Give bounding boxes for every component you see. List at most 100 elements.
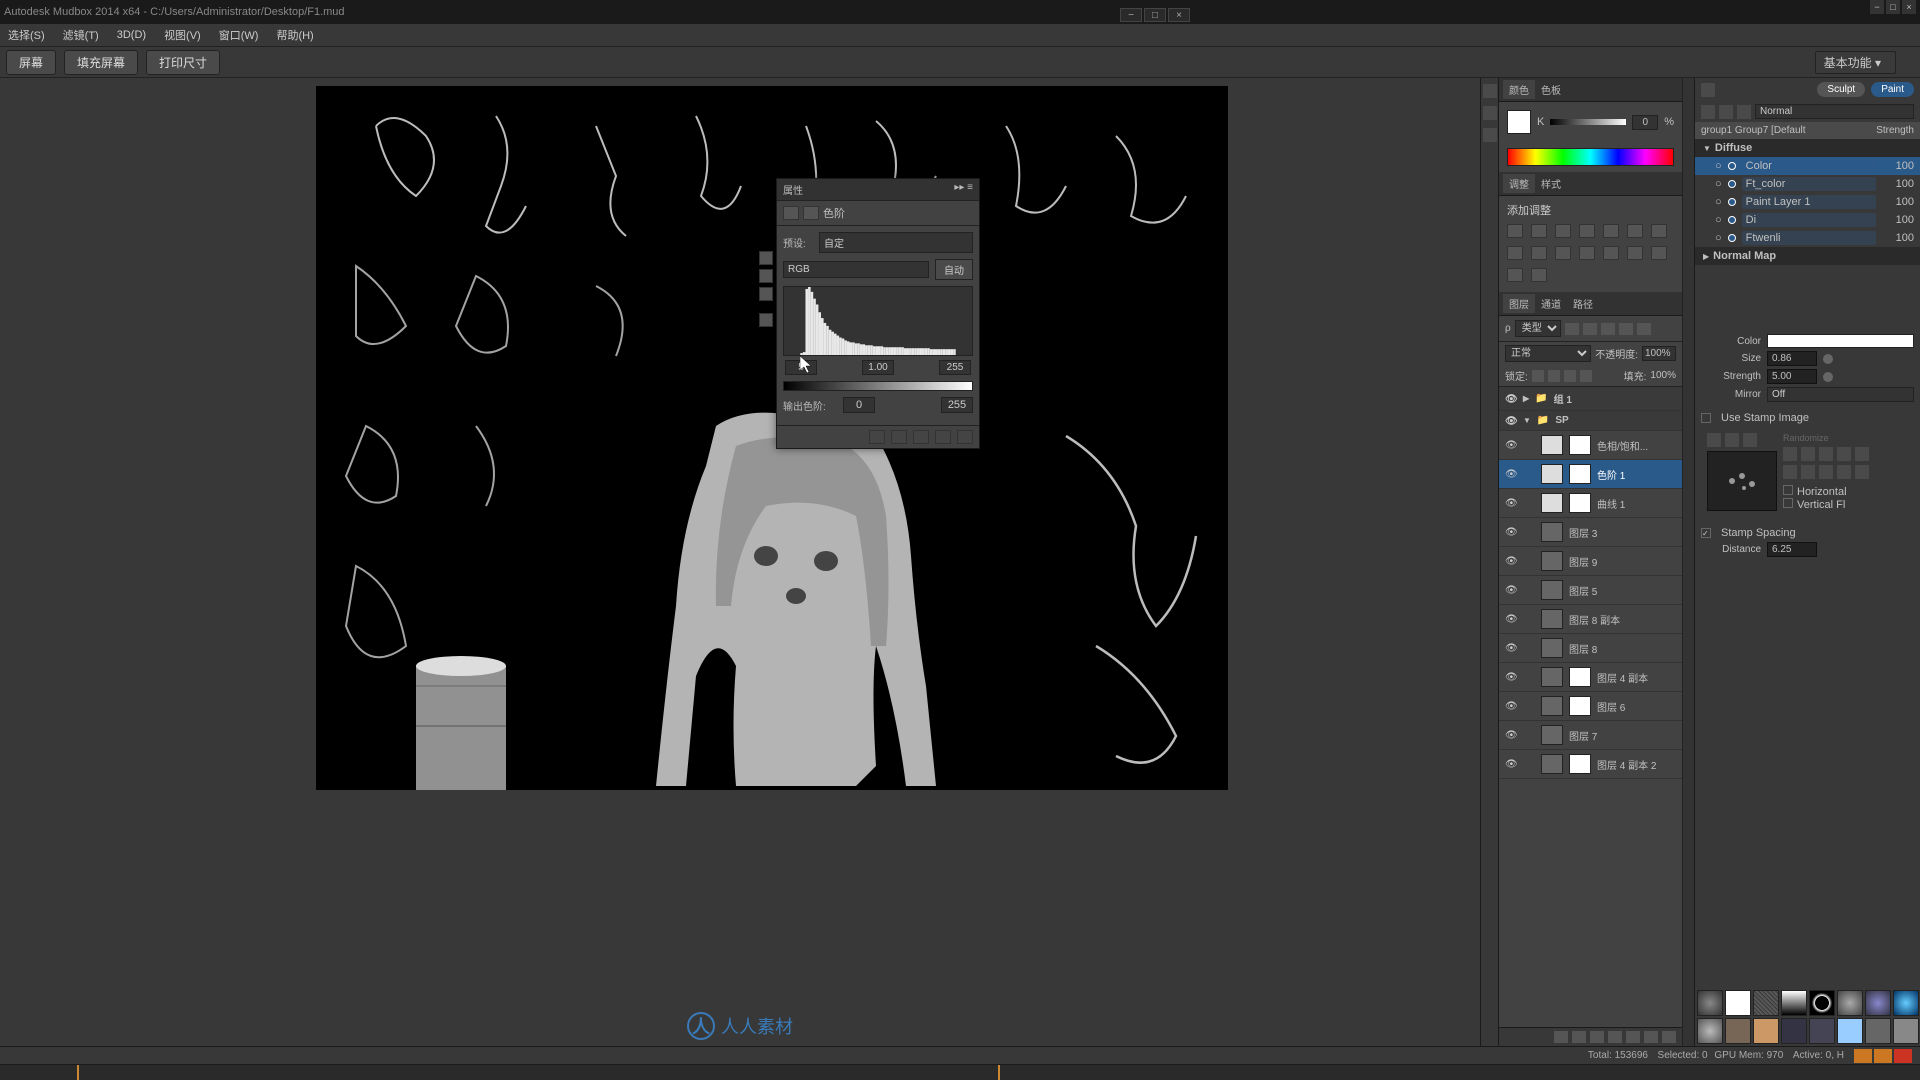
visibility-icon[interactable]: 👁 [1505, 394, 1517, 404]
new-paint-icon[interactable] [1701, 105, 1715, 119]
resize-3-icon[interactable] [1894, 1049, 1912, 1063]
visibility-icon[interactable]: 👁 [1505, 498, 1517, 508]
icon-2[interactable]: □ [1886, 0, 1900, 14]
brush-16[interactable] [1893, 1018, 1919, 1044]
layer-mask[interactable] [1569, 667, 1591, 687]
brush-7[interactable] [1865, 990, 1891, 1016]
invert-icon[interactable] [1603, 246, 1619, 260]
canvas[interactable] [316, 86, 1228, 790]
histogram[interactable] [783, 286, 973, 356]
layer-mask[interactable] [1569, 493, 1591, 513]
paint-group[interactable]: ▶Normal Map [1695, 247, 1920, 265]
brush-6[interactable] [1837, 990, 1863, 1016]
filter-adj-icon[interactable] [1583, 323, 1597, 335]
brush-1[interactable] [1697, 990, 1723, 1016]
distance-value[interactable]: 6.25 [1767, 542, 1817, 557]
curves-icon[interactable] [1555, 224, 1571, 238]
menu-help[interactable]: 帮助(H) [276, 27, 313, 43]
link-icon[interactable] [1554, 1031, 1568, 1043]
delete-layer-icon[interactable] [1662, 1031, 1676, 1043]
input-high[interactable]: 255 [939, 360, 971, 375]
mode-dropdown[interactable]: 基本功能 ▾ [1815, 51, 1896, 74]
color-tab[interactable]: 颜色 [1503, 80, 1535, 99]
k-slider[interactable] [1550, 119, 1626, 125]
lock-all-icon[interactable] [1580, 370, 1592, 382]
fillscreen-button[interactable]: 填充屏幕 [64, 50, 138, 75]
paint-layer[interactable]: ○Paint Layer 1100 [1695, 193, 1920, 211]
rand-icon-10[interactable] [1855, 465, 1869, 479]
close-button[interactable]: × [1168, 8, 1190, 22]
visibility-icon[interactable]: 👁 [1505, 440, 1517, 450]
output-gradient[interactable] [783, 381, 973, 391]
colorlookup-icon[interactable] [1579, 246, 1595, 260]
mask-icon[interactable] [803, 206, 819, 220]
poster-icon[interactable] [1627, 246, 1643, 260]
rand-icon-7[interactable] [1801, 465, 1815, 479]
minimize-button[interactable]: − [1120, 8, 1142, 22]
visibility-icon[interactable]: 👁 [1505, 527, 1517, 537]
brush-2[interactable] [1725, 990, 1751, 1016]
strength-value[interactable]: 5.00 [1767, 369, 1817, 384]
stamp-spacing-checkbox[interactable] [1701, 528, 1711, 538]
blend-mode-dropdown[interactable]: 正常 [1505, 345, 1591, 362]
chanmix-icon[interactable] [1555, 246, 1571, 260]
icon-3[interactable]: × [1902, 0, 1916, 14]
visibility-icon[interactable]: 👁 [1505, 469, 1517, 479]
icon-1[interactable]: − [1870, 0, 1884, 14]
layer-type-dropdown[interactable]: 类型 [1515, 320, 1561, 337]
layer-mask[interactable] [1569, 464, 1591, 484]
visibility-icon[interactable] [935, 430, 951, 444]
brush-14[interactable] [1837, 1018, 1863, 1044]
mirror-dropdown[interactable]: Off [1767, 387, 1914, 402]
vert-checkbox[interactable] [1783, 498, 1793, 508]
rand-icon-2[interactable] [1801, 447, 1815, 461]
prev-icon[interactable] [891, 430, 907, 444]
fx-icon[interactable] [1572, 1031, 1586, 1043]
layer-item[interactable]: 👁色相/饱和... [1499, 431, 1682, 460]
layer-mask[interactable] [1569, 696, 1591, 716]
rand-icon-5[interactable] [1855, 447, 1869, 461]
sculpt-tab[interactable]: Sculpt [1817, 82, 1865, 97]
paint-layer[interactable]: ○Ft_color100 [1695, 175, 1920, 193]
paint-blend-dropdown[interactable]: Normal [1755, 104, 1914, 119]
filter-txt-icon[interactable] [1601, 323, 1615, 335]
menu-3d[interactable]: 3D(D) [117, 29, 146, 41]
brush-8[interactable] [1893, 990, 1919, 1016]
rand-icon-4[interactable] [1837, 447, 1851, 461]
spectrum-bar[interactable] [1507, 148, 1674, 166]
layer-mask[interactable] [1569, 754, 1591, 774]
visibility-icon[interactable]: 👁 [1505, 730, 1517, 740]
rand-icon-3[interactable] [1819, 447, 1833, 461]
printsize-button[interactable]: 打印尺寸 [146, 50, 220, 75]
filter-img-icon[interactable] [1565, 323, 1579, 335]
visibility-icon[interactable]: 👁 [1505, 759, 1517, 769]
new-layer-icon[interactable] [1644, 1031, 1658, 1043]
paint-group[interactable]: ▼Diffuse [1695, 139, 1920, 157]
menu-filter[interactable]: 滤镜(T) [63, 27, 99, 43]
group-icon[interactable] [1626, 1031, 1640, 1043]
layer-item[interactable]: 👁色阶 1 [1499, 460, 1682, 489]
scrollbar[interactable] [1682, 78, 1694, 1046]
photofilter-icon[interactable] [1531, 246, 1547, 260]
brush-4[interactable] [1781, 990, 1807, 1016]
brush-12[interactable] [1781, 1018, 1807, 1044]
rand-icon-1[interactable] [1783, 447, 1797, 461]
size-value[interactable]: 0.86 [1767, 351, 1817, 366]
k-value[interactable]: 0 [1632, 115, 1658, 130]
stamp-preview[interactable] [1707, 451, 1777, 511]
channels-tab[interactable]: 通道 [1535, 294, 1567, 313]
clip-icon[interactable] [869, 430, 885, 444]
filter-smart-icon[interactable] [1637, 323, 1651, 335]
brush-color-swatch[interactable] [1767, 334, 1914, 348]
layer-item[interactable]: 👁图层 4 副本 [1499, 663, 1682, 692]
panel-menu-icon[interactable]: ▸▸ ≡ [954, 182, 973, 197]
resize-1-icon[interactable] [1854, 1049, 1872, 1063]
lock-trans-icon[interactable] [1532, 370, 1544, 382]
eyedropper-white-icon[interactable] [759, 287, 773, 301]
strength-slider[interactable] [1823, 372, 1833, 382]
rand-icon-8[interactable] [1819, 465, 1833, 479]
menu-view[interactable]: 视图(V) [164, 27, 201, 43]
eyedropper-black-icon[interactable] [759, 251, 773, 265]
foreground-swatch[interactable] [1507, 110, 1531, 134]
layer-item[interactable]: 👁图层 4 副本 2 [1499, 750, 1682, 779]
